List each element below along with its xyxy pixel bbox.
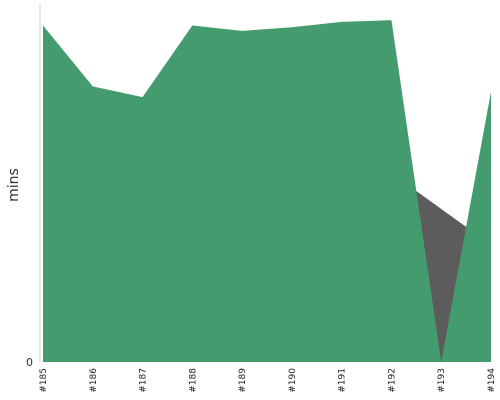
x-tick-label: #192 <box>387 368 397 393</box>
x-tick-label: #185 <box>39 368 49 393</box>
x-tick-label: #191 <box>338 368 348 393</box>
x-tick-label: #189 <box>238 368 248 393</box>
x-tick-label: #188 <box>188 368 198 393</box>
y-axis-label: mins <box>6 168 22 202</box>
y-tick-label-0: 0 <box>26 356 33 369</box>
x-tick-label: #186 <box>89 368 99 393</box>
x-tick-label: #187 <box>139 368 149 393</box>
x-tick-label: #190 <box>288 368 298 393</box>
x-tick-label: #193 <box>437 368 447 393</box>
x-tick-label: #194 <box>487 368 497 393</box>
x-axis-ticks: #185 #186 #187 #188 #189 #190 #191 #192 #193 #194 <box>39 368 497 393</box>
plot-area <box>43 20 491 363</box>
series-area <box>43 20 491 363</box>
